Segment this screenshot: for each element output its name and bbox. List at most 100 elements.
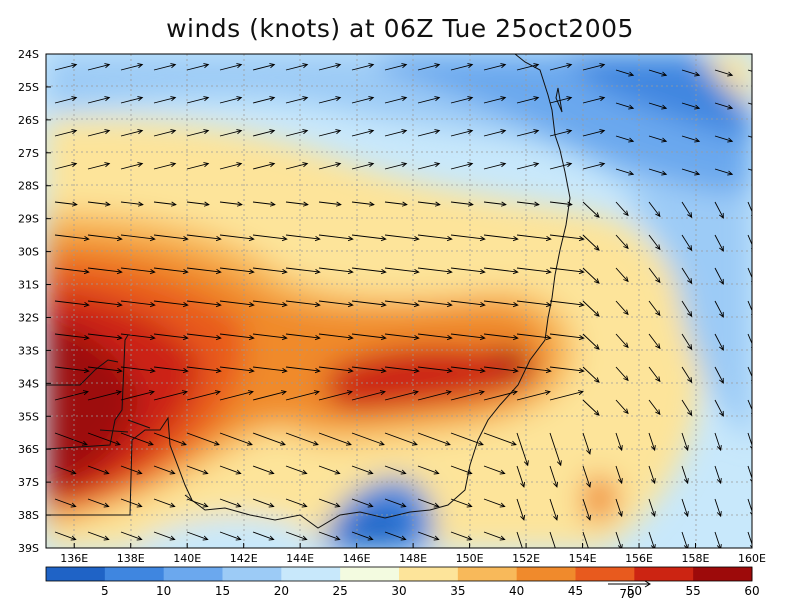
wind-arrow xyxy=(516,267,552,275)
lon-tick-label: 156E xyxy=(625,552,653,565)
reference-vector-head xyxy=(644,580,651,588)
wind-arrow xyxy=(285,531,308,541)
wind-arrow xyxy=(681,135,701,143)
wind-arrow xyxy=(54,129,78,137)
wind-arrow xyxy=(153,300,189,308)
wind-arrow xyxy=(351,432,385,446)
wind-arrow xyxy=(582,333,600,350)
colorbar-label: 35 xyxy=(450,584,465,598)
wind-arrow xyxy=(285,465,308,475)
colorbar-swatch xyxy=(222,567,282,581)
lat-tick-label: 32S xyxy=(18,311,39,324)
wind-arrow xyxy=(153,96,177,104)
wind-arrow xyxy=(318,162,342,170)
wind-arrow xyxy=(417,201,441,207)
wind-arrow xyxy=(516,129,540,137)
wind-arrow xyxy=(648,399,661,416)
wind-arrow xyxy=(747,135,752,138)
wind-arrow xyxy=(681,300,693,318)
wind-arrow xyxy=(681,201,693,219)
wind-arrow xyxy=(54,390,89,401)
wind-arrow xyxy=(120,390,155,401)
wind-arrow xyxy=(186,63,210,71)
colorbar-swatch xyxy=(575,567,635,581)
lon-tick-label: 142E xyxy=(230,552,258,565)
wind-arrow xyxy=(219,129,243,137)
wind-arrow xyxy=(318,390,353,401)
wind-arrow xyxy=(186,300,222,308)
wind-arrow xyxy=(252,531,275,541)
wind-arrow xyxy=(582,129,606,137)
wind-arrow xyxy=(87,300,123,308)
lon-tick-label: 136E xyxy=(60,552,88,565)
lat-tick-label: 39S xyxy=(18,542,39,555)
wind-arrow xyxy=(615,102,635,110)
wind-arrow xyxy=(120,531,143,541)
wind-arrow xyxy=(417,531,440,541)
wind-arrow xyxy=(384,300,420,308)
wind-arrow xyxy=(384,333,420,341)
wind-arrow xyxy=(351,300,387,308)
wind-arrow xyxy=(450,300,486,308)
colorbar-swatch xyxy=(457,567,518,581)
wind-arrow xyxy=(384,96,408,104)
wind-arrow xyxy=(351,333,387,341)
wind-arrow xyxy=(714,432,722,452)
wind-arrow xyxy=(186,129,210,137)
wind-arrow xyxy=(285,498,308,508)
wind-arrow xyxy=(318,333,354,341)
wind-arrow xyxy=(252,390,287,401)
wind-arrow xyxy=(219,300,255,308)
wind-arrow xyxy=(153,498,176,508)
wind-arrow xyxy=(87,366,123,374)
wind-arrow xyxy=(351,234,387,242)
wind-arrow xyxy=(582,300,600,317)
wind-arrow xyxy=(549,390,584,401)
wind-arrow xyxy=(582,267,600,284)
wind-arrow xyxy=(87,234,123,242)
wind-arrow xyxy=(549,129,573,137)
wind-arrow xyxy=(318,465,341,475)
wind-arrow xyxy=(450,465,473,475)
wind-arrow xyxy=(384,366,420,374)
colorbar-swatch xyxy=(516,567,576,581)
wind-arrow xyxy=(450,333,486,341)
colorbar-label: 10 xyxy=(156,584,171,598)
wind-arrow xyxy=(153,234,189,242)
wind-arrow xyxy=(483,432,517,446)
colorbar-label: 45 xyxy=(568,584,583,598)
wind-arrow xyxy=(714,300,724,318)
wind-arrow xyxy=(351,366,387,374)
wind-arrow xyxy=(87,531,110,541)
wind-arrow xyxy=(615,168,635,176)
wind-arrow xyxy=(384,498,407,508)
wind-arrow xyxy=(54,300,90,308)
wind-arrow xyxy=(582,162,606,170)
wind-arrow xyxy=(351,96,375,104)
wind-arrow xyxy=(648,432,656,452)
wind-arrow xyxy=(483,465,506,475)
wind-arrow xyxy=(681,465,689,485)
wind-arrow xyxy=(87,432,121,446)
wind-arrow xyxy=(417,96,441,104)
wind-arrow xyxy=(549,333,585,341)
wind-arrow xyxy=(87,498,110,508)
wind-arrow xyxy=(285,390,320,401)
coastline xyxy=(46,54,571,529)
wind-arrow xyxy=(549,531,559,548)
wind-arrow xyxy=(549,498,559,521)
wind-arrow xyxy=(648,465,656,485)
wind-arrow xyxy=(450,432,484,446)
colorbar-swatch xyxy=(634,567,694,581)
wind-arrow xyxy=(681,168,701,176)
wind-arrow xyxy=(483,63,507,71)
wind-arrow xyxy=(384,432,418,446)
wind-arrow xyxy=(450,129,474,137)
wind-arrow xyxy=(120,162,144,170)
wind-arrow xyxy=(285,366,321,374)
wind-arrow xyxy=(384,465,407,475)
lat-tick-label: 28S xyxy=(18,180,39,193)
wind-arrow xyxy=(615,267,629,283)
wind-arrow xyxy=(549,432,562,467)
wind-arrow xyxy=(615,234,629,250)
